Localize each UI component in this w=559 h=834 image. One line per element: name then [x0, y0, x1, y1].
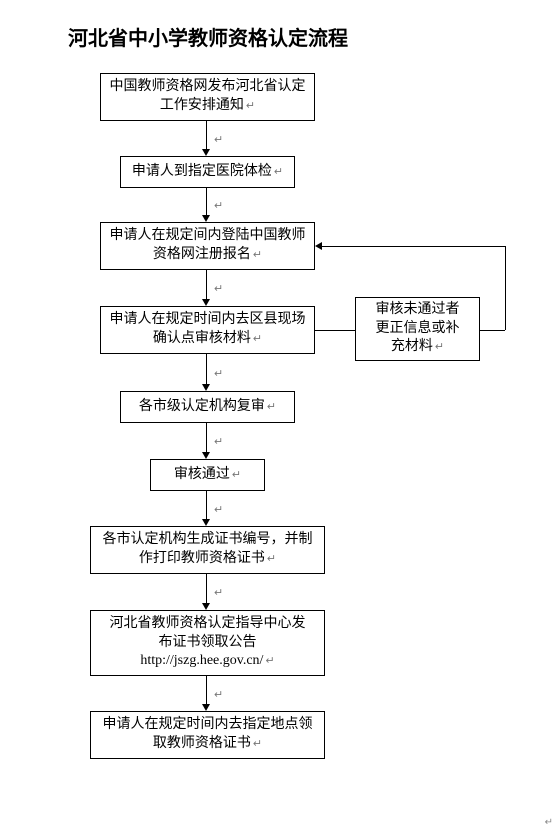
flow-arrow-head [202, 519, 210, 526]
enter-mark-icon: ↵ [232, 469, 241, 481]
node-text-line: 取教师资格证书↵ [153, 735, 262, 754]
flow-step-4-onsite-verify: 申请人在规定时间内去区县现场确认点审核材料↵ [100, 306, 315, 354]
flow-arrow-line [206, 423, 207, 453]
flow-step-1-publish-notice: 中国教师资格网发布河北省认定工作安排通知↵ [100, 73, 315, 121]
enter-mark-icon: ↵ [214, 367, 223, 380]
node-text-line: 工作安排通知↵ [160, 97, 255, 116]
enter-mark-icon: ↵ [267, 401, 276, 413]
enter-mark-icon: ↵ [214, 688, 223, 701]
enter-mark-icon: ↵ [267, 553, 276, 565]
enter-mark-icon: ↵ [265, 655, 274, 667]
flow-feedback-v [505, 246, 506, 330]
flow-arrow-line [206, 354, 207, 385]
flow-arrow-head [202, 384, 210, 391]
node-text-line: 申请人在规定时间内去指定地点领 [103, 716, 313, 735]
flow-feedback-h1 [480, 330, 505, 331]
enter-mark-icon: ↵ [246, 100, 255, 112]
flow-link-n4-side [315, 330, 355, 331]
node-text-line: 申请人在规定时间内去区县现场 [110, 311, 306, 330]
node-text-line: 申请人在规定间内登陆中国教师 [110, 227, 306, 246]
flow-branch-fail-correct-info: 审核未通过者更正信息或补充材料↵ [355, 297, 480, 361]
flow-arrow-line [206, 188, 207, 216]
page-corner-mark: ↵ [545, 817, 553, 828]
flow-arrow-line [206, 121, 207, 150]
node-text-line: 布证书领取公告 [159, 634, 257, 653]
page-title: 河北省中小学教师资格认定流程 [68, 22, 348, 51]
node-text-line: http://jszg.hee.gov.cn/↵ [140, 652, 274, 671]
flow-arrow-line [206, 270, 207, 300]
node-text-line: 各市认定机构生成证书编号，并制 [103, 531, 313, 550]
flow-step-6-approved: 审核通过↵ [150, 459, 265, 491]
node-text-line: 申请人到指定医院体检↵ [132, 163, 283, 182]
flow-arrow-line [206, 491, 207, 520]
node-text-line: 中国教师资格网发布河北省认定 [110, 78, 306, 97]
enter-mark-icon: ↵ [214, 199, 223, 212]
node-text-line: 更正信息或补 [376, 320, 460, 339]
enter-mark-icon: ↵ [214, 435, 223, 448]
node-text-line: 资格网注册报名↵ [153, 246, 262, 265]
flow-arrow-head [202, 603, 210, 610]
node-text-line: 作打印教师资格证书↵ [139, 550, 276, 569]
node-text-line: 审核未通过者 [376, 301, 460, 320]
node-text-line: 充材料↵ [391, 338, 444, 357]
node-text-line: 审核通过↵ [174, 466, 241, 485]
flow-arrow-head [202, 704, 210, 711]
flow-step-2-medical-check: 申请人到指定医院体检↵ [120, 156, 295, 188]
enter-mark-icon: ↵ [253, 738, 262, 750]
enter-mark-icon: ↵ [214, 586, 223, 599]
flow-arrow-head [202, 299, 210, 306]
flow-arrow-head [202, 149, 210, 156]
flow-arrow-head [202, 215, 210, 222]
flow-step-8-publish-pickup: 河北省教师资格认定指导中心发布证书领取公告http://jszg.hee.gov… [90, 610, 325, 676]
enter-mark-icon: ↵ [274, 166, 283, 178]
enter-mark-icon: ↵ [253, 333, 262, 345]
flow-step-3-online-register: 申请人在规定间内登陆中国教师资格网注册报名↵ [100, 222, 315, 270]
enter-mark-icon: ↵ [214, 282, 223, 295]
enter-mark-icon: ↵ [253, 249, 262, 261]
flow-step-5-city-review: 各市级认定机构复审↵ [120, 391, 295, 423]
enter-mark-icon: ↵ [214, 133, 223, 146]
flow-arrow-head [202, 452, 210, 459]
node-text-line: 各市级认定机构复审↵ [139, 398, 276, 417]
enter-mark-icon: ↵ [214, 503, 223, 516]
flow-feedback-arrow-head [315, 242, 322, 250]
flow-step-9-collect-cert: 申请人在规定时间内去指定地点领取教师资格证书↵ [90, 711, 325, 759]
node-text-line: 确认点审核材料↵ [153, 330, 262, 349]
flow-step-7-generate-cert: 各市认定机构生成证书编号，并制作打印教师资格证书↵ [90, 526, 325, 574]
enter-mark-icon: ↵ [435, 341, 444, 353]
flow-arrow-line [206, 676, 207, 705]
flow-feedback-h2 [321, 246, 505, 247]
node-text-line: 河北省教师资格认定指导中心发 [110, 615, 306, 634]
flow-arrow-line [206, 574, 207, 604]
